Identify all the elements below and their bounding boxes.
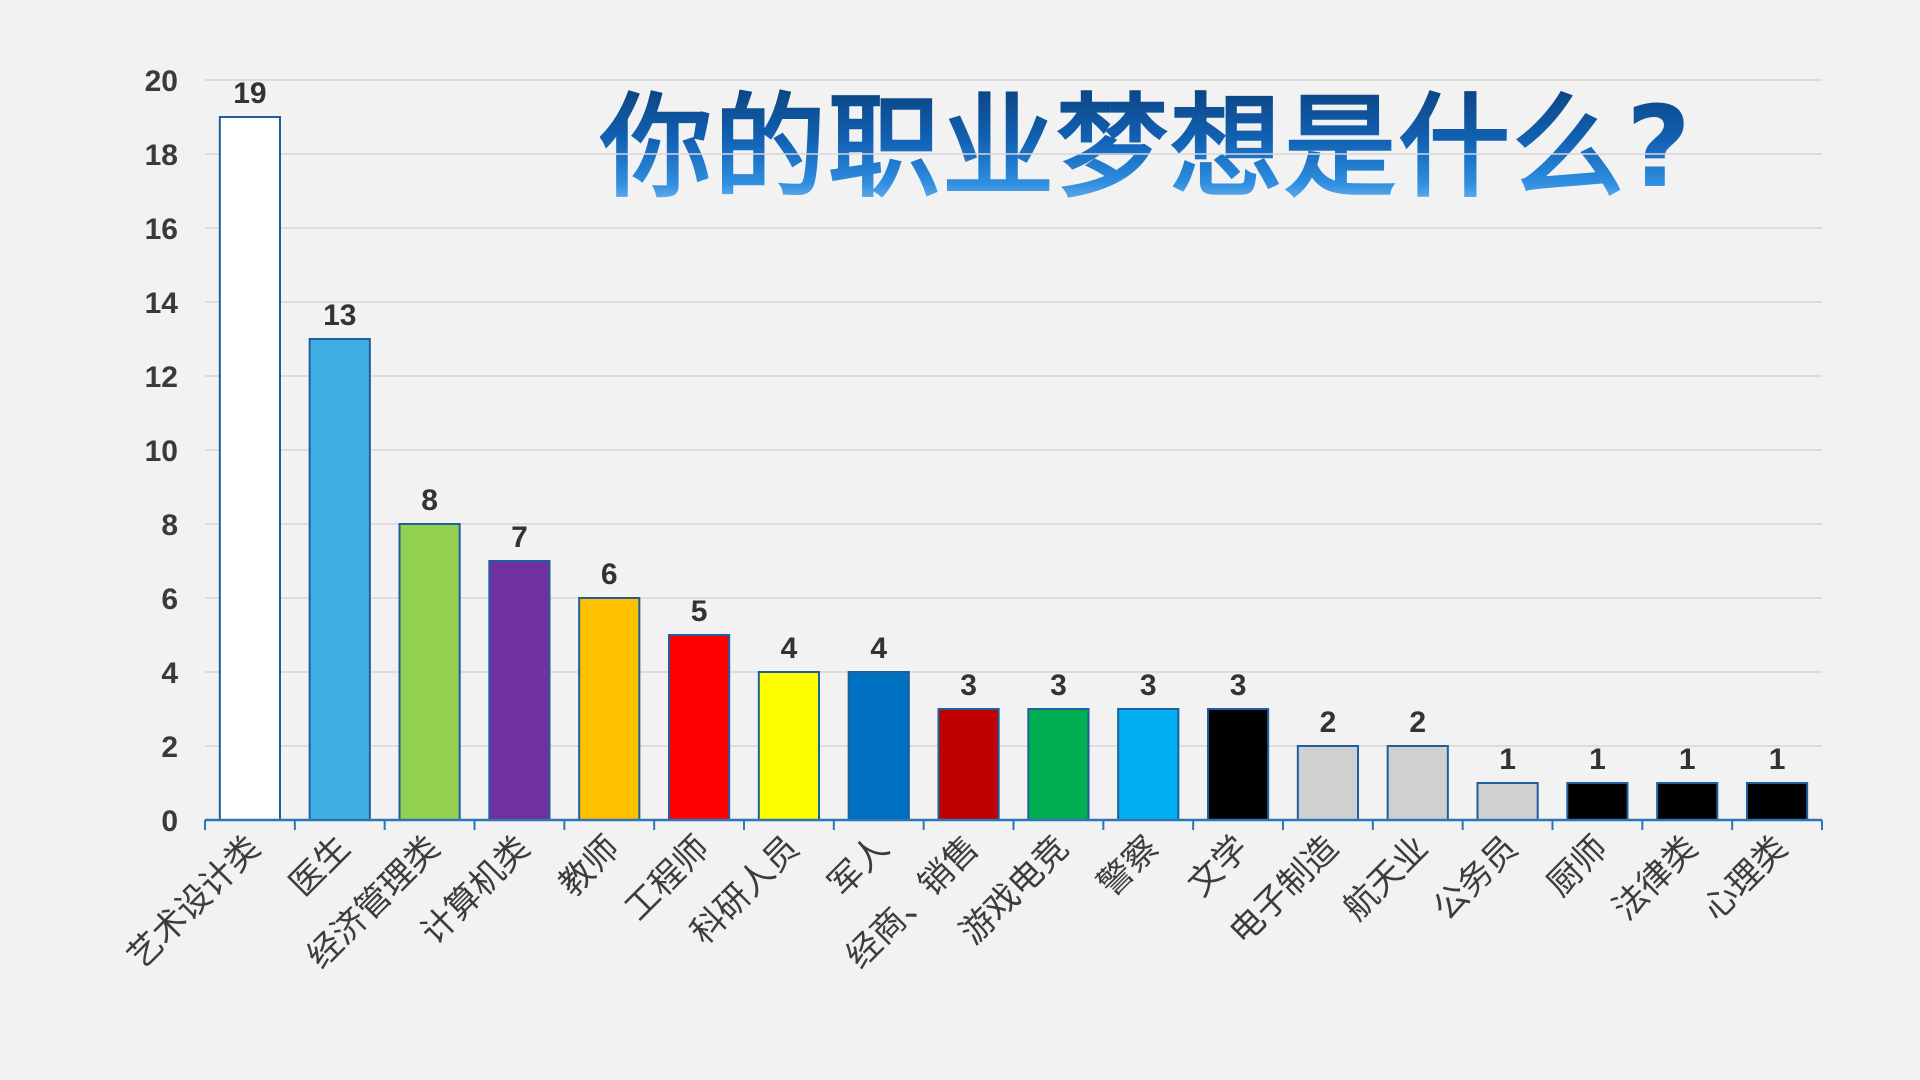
data-label: 2 — [1320, 706, 1337, 739]
bars — [218, 116, 1809, 821]
data-label: 1 — [1499, 743, 1516, 776]
data-label: 4 — [781, 632, 798, 665]
data-label: 3 — [1050, 669, 1067, 702]
data-label: 1 — [1679, 743, 1696, 776]
data-label: 3 — [1230, 669, 1247, 702]
category-label: 艺术设计类 — [120, 828, 268, 976]
category-label: 心理类 — [1695, 828, 1795, 928]
bar — [1117, 708, 1180, 821]
bar — [1386, 745, 1449, 821]
category-label: 军人 — [821, 828, 897, 904]
data-label: 19 — [233, 77, 266, 110]
bar — [488, 560, 551, 821]
category-label: 厨师 — [1539, 828, 1615, 904]
bar — [757, 671, 821, 821]
bar — [1476, 782, 1539, 821]
y-tick-label: 18 — [145, 139, 178, 172]
data-label: 1 — [1769, 743, 1786, 776]
y-tick-label: 10 — [145, 435, 178, 468]
y-tick-label: 0 — [161, 805, 178, 838]
bar — [1656, 782, 1719, 821]
y-tick-label: 20 — [145, 65, 178, 98]
category-label: 警察 — [1090, 828, 1166, 904]
data-label: 6 — [601, 558, 618, 591]
data-label: 2 — [1409, 706, 1426, 739]
data-label: 1 — [1589, 743, 1606, 776]
y-tick-label: 12 — [145, 361, 178, 394]
bar — [1296, 745, 1360, 821]
data-labels: 19 13 8 7 6 5 4 4 3 3 3 3 2 2 1 1 1 1 — [233, 77, 1785, 776]
page-title: 你的职业梦想是什么? — [600, 78, 1760, 218]
data-label: 8 — [421, 484, 438, 517]
bar — [847, 671, 910, 821]
bar — [1566, 782, 1629, 821]
category-label: 公务员 — [1426, 828, 1526, 928]
data-label: 3 — [960, 669, 977, 702]
x-axis — [204, 818, 1823, 830]
category-label: 教师 — [551, 828, 627, 904]
y-tick-label: 16 — [145, 213, 178, 246]
y-tick-label: 4 — [161, 657, 178, 690]
data-label: 5 — [691, 595, 708, 628]
y-tick-label: 14 — [145, 287, 179, 320]
category-label: 文学 — [1180, 828, 1256, 904]
data-label: 13 — [323, 299, 356, 332]
bar — [1206, 708, 1270, 821]
bar — [937, 708, 1000, 821]
y-tick-label: 6 — [161, 583, 178, 616]
category-label: 航天业 — [1336, 828, 1436, 928]
bar — [1745, 782, 1809, 821]
bar — [308, 338, 371, 821]
bar — [578, 597, 641, 821]
y-tick-label: 8 — [161, 509, 178, 542]
y-tick-label: 2 — [161, 731, 178, 764]
bar — [398, 523, 461, 821]
data-label: 7 — [511, 521, 528, 554]
y-axis-ticks: 0 2 4 6 8 10 12 14 16 18 20 — [145, 65, 179, 838]
data-label: 4 — [870, 632, 887, 665]
bar — [667, 634, 731, 821]
category-label: 医生 — [282, 828, 358, 904]
gridlines — [205, 79, 1822, 747]
category-label: 法律类 — [1605, 828, 1705, 928]
data-label: 3 — [1140, 669, 1157, 702]
bar — [218, 116, 282, 821]
bar — [1027, 708, 1090, 821]
